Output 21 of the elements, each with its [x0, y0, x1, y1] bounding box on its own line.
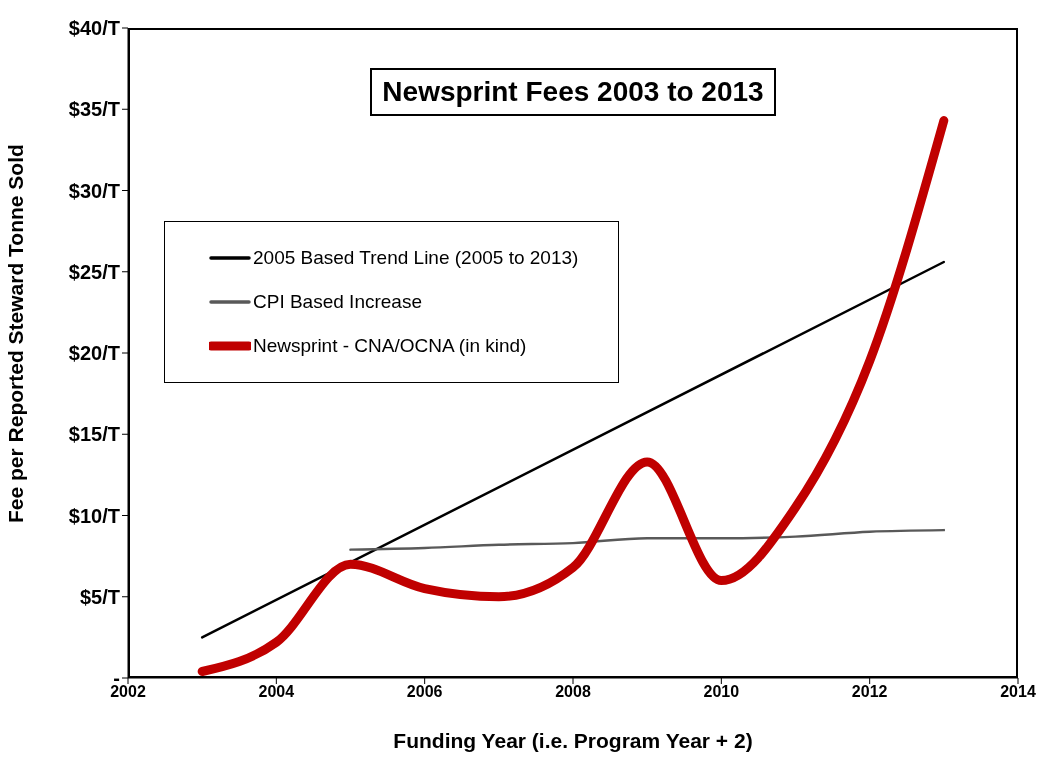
x-tick-label: 2012 [851, 683, 888, 701]
x-tick-label: 2004 [258, 683, 295, 701]
text: Newsprint Fees 2003 to 2013 [370, 68, 776, 116]
y-tick-label: $30/T [68, 179, 120, 202]
legend-label: Newsprint - CNA/OCNA (in kind) [253, 335, 527, 357]
x-tick-label: 2008 [555, 683, 591, 701]
x-axis-title: Funding Year (i.e. Program Year + 2) [393, 729, 753, 752]
y-tick-label: $25/T [68, 260, 120, 283]
y-tick-label: $35/T [68, 98, 120, 121]
y-tick-label: $5/T [79, 585, 120, 608]
legend-label: 2005 Based Trend Line (2005 to 2013) [253, 247, 579, 269]
x-tick-label: 2014 [1000, 683, 1036, 701]
y-tick-label: $15/T [68, 423, 120, 446]
y-tick-label: $20/T [68, 342, 120, 365]
line-series [349, 528, 946, 551]
legend-label: CPI Based Increase [253, 291, 422, 313]
x-tick-label: 2010 [703, 683, 740, 701]
y-tick-label: $10/T [68, 504, 120, 527]
y-tick-label: $40/T [68, 17, 120, 40]
x-tick-label: 2006 [406, 683, 443, 701]
y-axis-title: Fee per Reported Steward Tonne Sold [4, 144, 28, 523]
